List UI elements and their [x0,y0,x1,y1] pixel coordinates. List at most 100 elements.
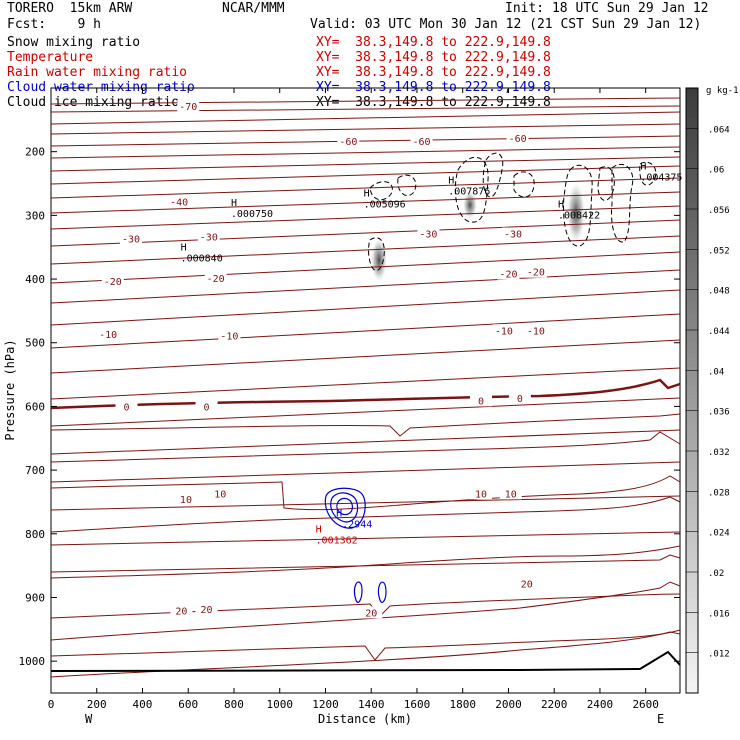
valid-time: Valid: 03 UTC Mon 30 Jan 12 (21 CST Sun … [310,17,702,32]
snow-contour [563,165,593,247]
snow-contour [597,166,615,201]
extrema-value: .001362 [316,536,358,547]
isotherm-line [50,629,681,661]
isotherm-line [50,289,681,326]
colorbar-ticks: .012 .016 .02 .024 .028 .032 .036 .04 .044 .048 .0… [686,125,730,660]
isotherm-line [50,205,681,230]
isotherm-line [50,269,681,304]
extrema-value: .000750 [231,209,273,220]
extrema-marker: H [448,176,454,187]
temperature-label-bg [417,227,440,240]
temperature-label: -10 [527,326,545,337]
y-tick-label: 900 [25,591,45,604]
temperature-label-bg [499,487,522,500]
temperature-label: -20 [527,268,545,279]
colorbar-tick-label: .052 [708,246,730,256]
isotherm-line [50,165,681,185]
snow-blob [371,238,387,282]
temperature-label: 0 [517,394,523,405]
colorbar-tick-label: .048 [708,287,730,297]
temperature-label-bg [524,324,547,337]
temperature-label-bg [120,232,143,245]
isotherm-line [50,495,681,511]
temperature-label: 20 [201,605,213,616]
x-tick-label: 1800 [449,698,476,711]
extrema-marker: H [336,509,342,520]
temperature-label: -60 [413,137,431,148]
isotherm-line [50,531,681,546]
cloud-water-contour [377,581,387,604]
x-tick-label: 0 [48,698,55,711]
isotherm-line [50,111,681,125]
temperature-label: -10 [495,326,513,337]
isotherm-line [50,545,681,579]
temperature-label-bg [209,487,232,500]
extrema-marker: H [316,525,322,536]
colorbar-unit: g kg-1 [706,86,739,96]
snow-contour [639,161,657,186]
temperature-label: 10 [505,489,517,500]
isotherm-line [50,429,681,455]
model-title: TORERO 15km ARW [7,1,133,16]
extrema-value: .004375 [640,173,682,184]
plot-frame [50,87,681,694]
extrema-marker: H [558,200,564,211]
x-tick-label: 2200 [541,698,568,711]
temperature-label: -30 [504,229,522,240]
x-tick-label: 2000 [495,698,522,711]
field-name-snow: Snow mixing ratio [7,35,141,50]
isotherm-line [50,251,681,284]
temperature-labels: -70 -60 -60 -60 -40 -30 -30 -30 -30 -20 -20 -20 -20 -… [97,100,547,619]
y-tick-label: 400 [25,273,45,286]
zero-isotherm [50,378,681,410]
colorbar-tick-label: .064 [708,125,730,135]
x-tick-label: 1400 [358,698,385,711]
isotherm-line [50,554,681,573]
temperature-label-bg [177,100,200,113]
temperature-label: -60 [339,137,357,148]
temperature-label: -10 [220,331,238,342]
temperature-label-bg [195,400,218,413]
x-tick-label: 1000 [266,698,293,711]
field-xy-rain: XY= 38.3,149.8 to 222.9,149.8 [316,65,551,80]
x-axis: 0 200 400 600 800 1000 1200 1400 1600 1800 2000 220… [48,88,659,711]
temperature-label-bg [470,487,493,500]
isotherm-line [50,97,681,105]
cloud-water-contour [324,487,366,529]
colorbar [685,87,699,694]
snow-blob [567,183,585,243]
zero-isotherm-aux3 [51,596,520,606]
temperature-label-bg [360,606,383,619]
field-name-cloud-ice: Cloud ice mixing ratio [7,95,180,110]
temperature-label-bg [174,493,197,506]
y-tick-label: 500 [25,337,45,350]
isotherm-line [50,475,681,511]
snow-contour [454,156,489,223]
temperature-label-bg [502,227,525,240]
temperature-label-bg [195,603,218,616]
temperature-label-bg [492,324,515,337]
isotherm-line [50,156,681,172]
x-tick-label: 2600 [632,698,659,711]
temperature-label: -10 [99,330,117,341]
snow-contour [611,163,634,243]
colorbar-tick-label: .032 [708,448,730,458]
extrema-marker: H [231,198,237,209]
extrema-marker: H [640,162,646,173]
isotherm-line [50,177,681,199]
extrema-value: .007876 [448,187,490,198]
extrema-value: .2944 [342,520,372,531]
temperature-label-bg [337,135,360,148]
x-axis-label: Distance (km) [318,712,412,726]
isotherm-line [50,235,681,265]
snow-contour [397,174,417,196]
isotherm-line [50,413,681,437]
field-name-rain: Rain water mixing ratio [7,65,188,80]
extrema-value: .005096 [364,199,406,210]
x-tick-label: 200 [87,698,107,711]
temperature-label: 10 [214,489,226,500]
x-tick-label: 2400 [587,698,614,711]
colorbar-tick-label: .024 [708,529,730,539]
isotherm-line [50,461,681,483]
